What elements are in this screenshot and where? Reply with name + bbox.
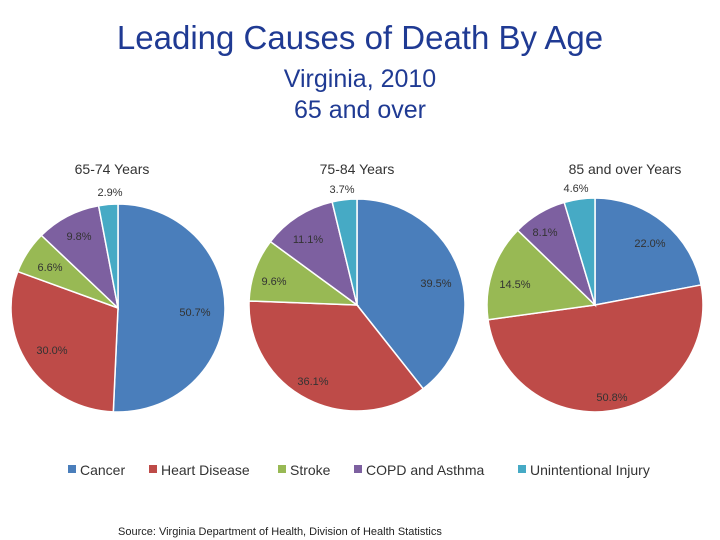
pie-75-84-years-slice-heart-disease [248,300,425,412]
pie-75-84-years-slice-copd-and-asthma [269,200,359,307]
legend-label-unintentional-injury: Unintentional Injury [530,462,650,478]
legend-swatch-copd-and-asthma [354,465,362,473]
pie-65-74-years-label-copd-and-asthma: 9.8% [66,231,91,243]
source-note: Source: Virginia Department of Health, D… [118,526,442,538]
legend-swatch-stroke [278,465,286,473]
page-title: Leading Causes of Death By Age [116,19,604,56]
pie-75-84-years-label-copd-and-asthma: 11.1% [293,234,324,246]
pie-65-74-years-title: 65-74 Years [75,161,150,177]
pie-75-84-years-label-heart-disease: 36.1% [297,376,328,388]
legend-swatch-unintentional-injury [518,465,526,473]
pie-65-74-years-label-heart-disease: 30.0% [36,345,67,357]
pie-85-and-over-years-label-cancer: 22.0% [634,238,665,250]
pie-85-and-over-years-slice-cancer [594,197,702,306]
pie-85-and-over-years-label-stroke: 14.5% [499,279,530,291]
pie-75-84-years-slice-unintentional-injury [331,198,358,306]
pie-85-and-over-years-slice-heart-disease [487,284,704,413]
legend-swatch-cancer [68,465,76,473]
pie-75-84-years-title: 75-84 Years [320,161,395,177]
pie-85-and-over-years-label-heart-disease: 50.8% [596,392,627,404]
pie-75-84-years-slice-cancer [356,198,466,390]
legend-label-cancer: Cancer [80,462,125,478]
pie-85-and-over-years-label-copd-and-asthma: 8.1% [532,227,557,239]
pie-65-74-years-slice-cancer [112,203,226,413]
pie-65-74-years-slice-heart-disease [10,270,119,413]
legend-label-heart-disease: Heart Disease [161,462,250,478]
pie-85-and-over-years-title: 85 and over Years [569,161,682,177]
pie-85-and-over-years-label-unintentional-injury: 4.6% [563,183,588,195]
pie-65-74-years-label-stroke: 6.6% [37,262,62,274]
legend-label-copd-and-asthma: COPD and Asthma [366,462,484,478]
subtitle-age-group: 65 and over [293,96,427,124]
pie-65-74-years-label-unintentional-injury: 2.9% [97,187,122,199]
pie-85-and-over-years-slice-stroke [486,229,597,321]
pie-65-74-years-slice-unintentional-injury [97,203,119,309]
legend-swatch-heart-disease [149,465,157,473]
pie-65-74-years-label-cancer: 50.7% [179,307,210,319]
legend-label-stroke: Stroke [290,462,331,478]
pie-75-84-years-label-cancer: 39.5% [420,278,451,290]
pie-85-and-over-years-slice-unintentional-injury [563,197,596,306]
pie-75-84-years-label-unintentional-injury: 3.7% [329,184,354,196]
subtitle-region: Virginia, 2010 [283,65,437,93]
pie-75-84-years-label-stroke: 9.6% [261,276,286,288]
